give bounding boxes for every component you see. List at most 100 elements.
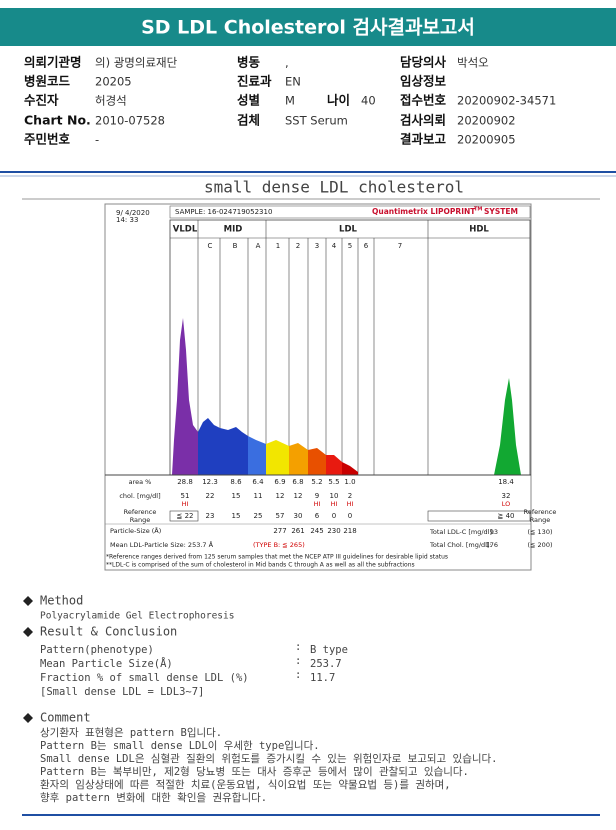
area-value: 5.2 bbox=[311, 478, 322, 486]
separator: : bbox=[295, 641, 301, 653]
chol-value: 10 bbox=[330, 492, 339, 500]
comment-line: Pattern B는 복부비만, 제2형 당뇨병 또는 대사 증후군 등에서 많… bbox=[40, 766, 469, 778]
info-label: 나이 bbox=[327, 93, 350, 108]
sample-id: SAMPLE: 16-024719052310 bbox=[175, 208, 272, 216]
ref-value: 0 bbox=[332, 512, 336, 520]
separator: : bbox=[295, 655, 301, 667]
band-label: A bbox=[256, 242, 261, 250]
heading: Comment bbox=[40, 711, 91, 725]
info-label: 병원코드 bbox=[24, 74, 71, 89]
heading: Method bbox=[40, 594, 83, 608]
total-range: (≦ 130) bbox=[528, 528, 553, 536]
size-value: 245 bbox=[310, 527, 323, 535]
brand-tm: TM bbox=[474, 207, 482, 213]
info-label: 담당의사 bbox=[400, 55, 447, 70]
footnote: *Reference ranges derived from 125 serum… bbox=[106, 554, 448, 561]
info-value: 40 bbox=[361, 94, 376, 108]
area-value: 28.8 bbox=[177, 478, 193, 486]
chart-time: 14: 33 bbox=[116, 216, 138, 224]
group-label: LDL bbox=[339, 225, 357, 235]
band-label: 3 bbox=[315, 242, 319, 250]
row-label: area % bbox=[129, 478, 152, 486]
ref-value: 57 bbox=[276, 512, 285, 520]
group-label: VLDL bbox=[173, 225, 198, 235]
band-label: 2 bbox=[296, 242, 300, 250]
total-range: (≦ 200) bbox=[528, 541, 553, 549]
ref-right: Range bbox=[530, 516, 551, 524]
info-label: 병동 bbox=[237, 55, 261, 70]
row-label: Reference bbox=[124, 508, 157, 516]
brand: Quantimetrix LIPOPRINT bbox=[372, 207, 476, 216]
total-label: Total LDL-C [mg/dl]: bbox=[429, 528, 494, 536]
ref-box bbox=[169, 510, 199, 522]
ref-value: ≧ 40 bbox=[498, 512, 515, 520]
result-value: B type bbox=[310, 644, 348, 656]
comment-line: 환자의 임상상태에 따른 적절한 치료(운동요법, 식이요법 또는 약물요법 등… bbox=[40, 778, 451, 791]
result-label: Mean Particle Size(Å) bbox=[40, 657, 173, 670]
area-value: 6.4 bbox=[252, 478, 264, 486]
total-value: 93 bbox=[490, 528, 498, 536]
flag: HI bbox=[182, 500, 189, 508]
row-label: Particle-Size (Å) bbox=[110, 526, 161, 535]
info-value: 20200905 bbox=[457, 133, 516, 147]
band-label: 4 bbox=[332, 242, 337, 250]
result-label: Fraction % of small dense LDL (%) bbox=[40, 672, 249, 684]
band-label: B bbox=[233, 242, 238, 250]
info-label: 결과보고 bbox=[400, 132, 447, 147]
info-value: 2010-07528 bbox=[95, 114, 165, 128]
band-label: 6 bbox=[364, 242, 369, 250]
footnote: **LDL-C is comprised of the sum of chole… bbox=[106, 562, 415, 569]
info-label: 검체 bbox=[237, 113, 260, 128]
ref-right: Reference bbox=[524, 508, 557, 516]
mean-size: Mean LDL-Particle Size: 253.7 Å bbox=[110, 540, 214, 549]
ref-value: 6 bbox=[315, 512, 320, 520]
bullet bbox=[23, 596, 33, 606]
info-label: 의뢰기관명 bbox=[24, 55, 82, 70]
chol-value: 51 bbox=[181, 492, 190, 500]
comment-line: Pattern B는 small dense LDL이 우세한 type입니다. bbox=[40, 739, 320, 752]
ref-value: ≦ 22 bbox=[177, 512, 194, 520]
sample-box bbox=[169, 205, 531, 219]
info-label: 접수번호 bbox=[400, 93, 447, 108]
ref-value: 23 bbox=[206, 512, 215, 520]
result-label: Pattern(phenotype) bbox=[40, 644, 154, 656]
info-value: 박석오 bbox=[457, 56, 489, 70]
group-label: HDL bbox=[469, 225, 489, 235]
peaks bbox=[172, 318, 521, 475]
area-value: 6.9 bbox=[274, 478, 285, 486]
chol-value: 2 bbox=[348, 492, 352, 500]
result-note: [Small dense LDL = LDL3~7] bbox=[40, 686, 204, 698]
info-value: 의) 광명의료재단 bbox=[95, 56, 178, 70]
type: (TYPE B: ≦ 265) bbox=[253, 541, 305, 549]
ref-value: 25 bbox=[254, 512, 263, 520]
info-label: 임상정보 bbox=[400, 74, 447, 89]
band-lines bbox=[197, 220, 429, 475]
comment-line: 향후 pattern 변화에 대한 확인을 권유합니다. bbox=[40, 791, 267, 804]
bullet bbox=[23, 627, 33, 637]
area-value: 6.8 bbox=[292, 478, 303, 486]
chart-date: 9/ 4/2020 bbox=[116, 209, 150, 217]
comment-line: Small dense LDL은 심혈관 질환의 위험도를 증가시킬 수 있는 … bbox=[40, 752, 498, 765]
area-value: 8.6 bbox=[230, 478, 242, 486]
chol-value: 12 bbox=[294, 492, 303, 500]
info-value: 허경석 bbox=[95, 94, 127, 108]
chol-value: 22 bbox=[206, 492, 215, 500]
band-label: 1 bbox=[276, 242, 280, 250]
flag: HI bbox=[331, 500, 338, 508]
info-label: Chart No. bbox=[24, 113, 91, 128]
section-title: small dense LDL cholesterol bbox=[204, 178, 464, 197]
info-value: 20200902 bbox=[457, 114, 516, 128]
comment-line: 상기환자 표현형은 pattern B입니다. bbox=[40, 726, 222, 739]
info-label: 검사의뢰 bbox=[400, 113, 446, 128]
band-label: 5 bbox=[348, 242, 352, 250]
ref-value: 0 bbox=[348, 512, 352, 520]
size-value: 261 bbox=[291, 527, 304, 535]
area-value: 18.4 bbox=[498, 478, 514, 486]
size-value: 277 bbox=[273, 527, 286, 535]
title-bar bbox=[0, 8, 616, 46]
brand-suffix: SYSTEM bbox=[484, 207, 518, 216]
chol-value: 15 bbox=[232, 492, 241, 500]
flag: LO bbox=[502, 500, 511, 508]
row-label: chol. [mg/dl] bbox=[119, 492, 160, 500]
